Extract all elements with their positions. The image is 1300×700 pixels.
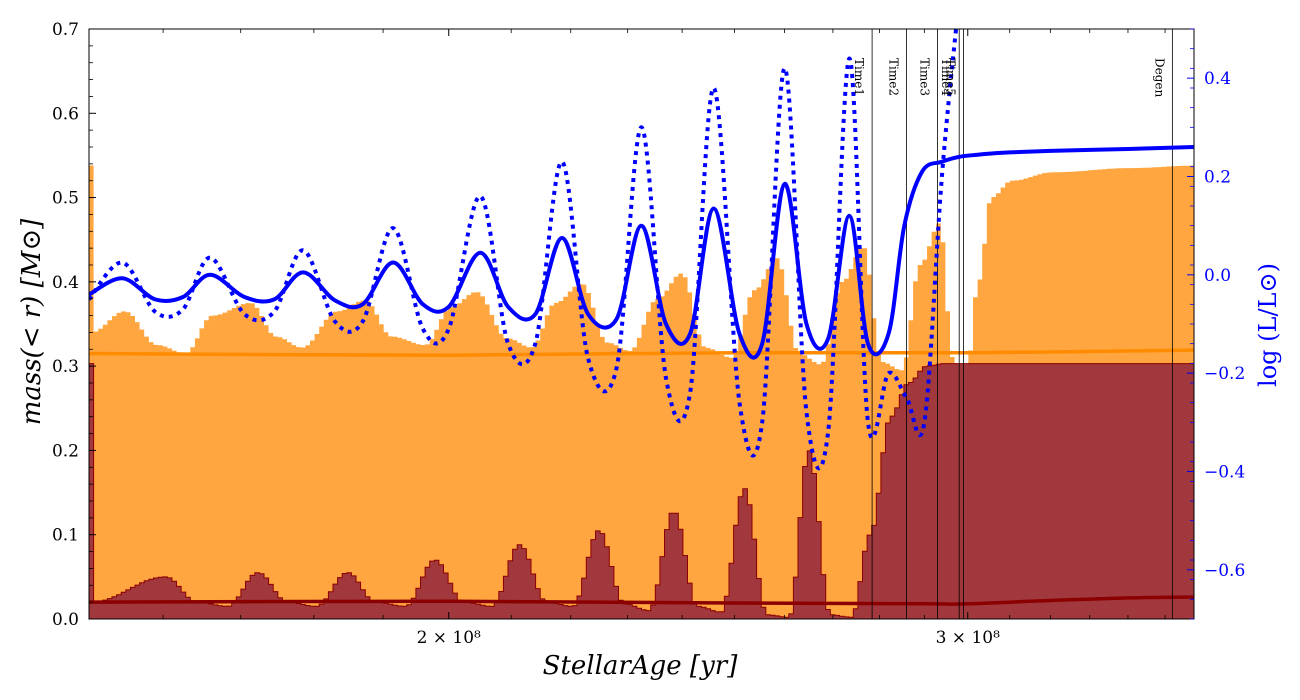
vline-label-5: Time5 [944,58,958,96]
y-tick-label: 0.0 [52,610,79,630]
x-tick-label: 2 × 10⁸ [417,628,481,648]
outer-boundary-line [89,348,1194,357]
y2-tick-label: −0.2 [1204,364,1245,384]
luminosity-solid-line [89,145,1194,360]
x-tick-label: 3 × 10⁸ [936,628,1000,648]
y2-axis-title: log (L/L⊙) [1254,263,1282,387]
y2-tick-label: 0.0 [1204,266,1231,286]
vline-label-1: Time1 [852,58,866,96]
vline-label-3: Time3 [918,58,932,96]
y-tick-label: 0.3 [52,357,79,377]
y2-tick-label: 0.2 [1204,168,1231,188]
y-tick-label: 0.7 [52,20,79,40]
vline-label-2: Time2 [887,58,901,96]
y-tick-label: 0.2 [52,441,79,461]
y-axis-title: mass(< r) [M⊙] [17,218,47,425]
y2-tick-label: −0.6 [1204,561,1245,581]
y2-tick-label: −0.4 [1204,463,1245,483]
y2-tick-label: 0.4 [1204,69,1231,89]
x-axis-title: StellarAge [yr] [543,651,739,681]
y-tick-label: 0.6 [52,104,79,124]
y-tick-label: 0.5 [52,189,79,209]
vline-label-6: Degen [1152,58,1166,98]
core-boundary-line [89,595,1194,606]
y-tick-label: 0.1 [52,526,79,546]
plot-area [89,29,1194,619]
vline-label-4: Time4 [939,58,953,96]
y-tick-label: 0.4 [52,273,79,293]
